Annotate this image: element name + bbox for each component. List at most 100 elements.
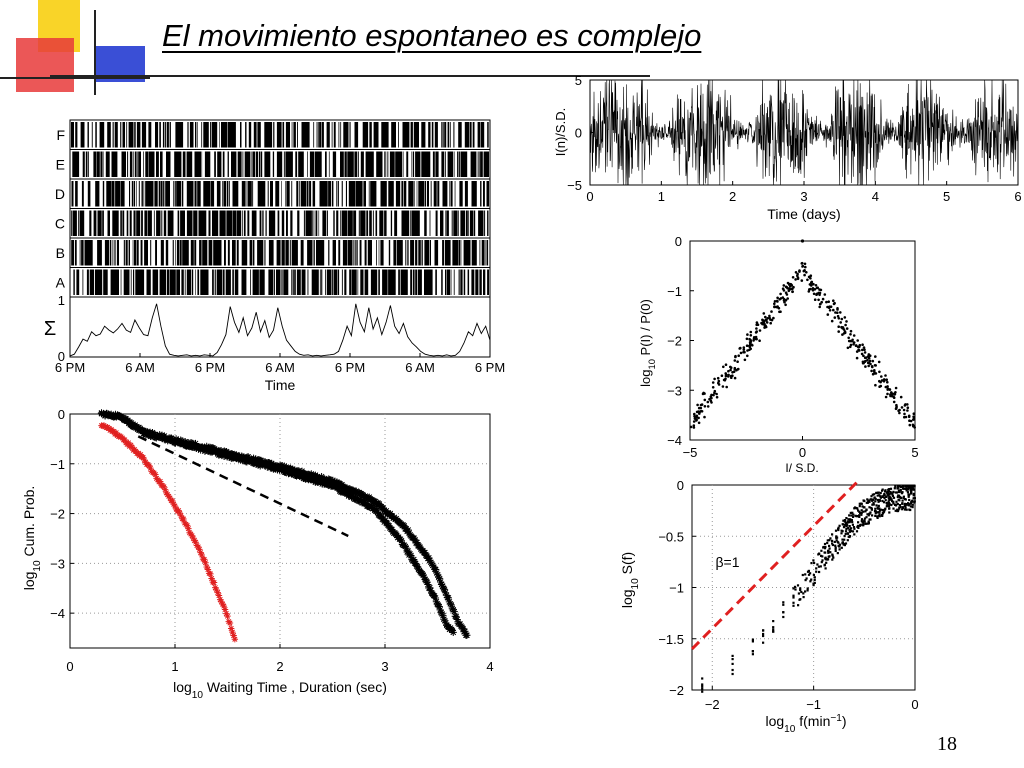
raster-bar	[373, 122, 379, 148]
wait-marker	[382, 507, 390, 515]
raster-bar	[321, 269, 323, 295]
raster-bar	[445, 269, 447, 295]
raster-bar	[291, 269, 292, 295]
raster-bar	[415, 269, 418, 295]
wait-marker	[321, 475, 329, 483]
wait-marker	[449, 606, 457, 614]
wait-marker	[439, 612, 447, 620]
spec-point	[836, 536, 839, 539]
raster-bar	[458, 269, 460, 295]
raster-bar	[435, 210, 438, 236]
spec-point	[827, 551, 830, 554]
raster-bar	[378, 269, 380, 295]
dist-point	[862, 354, 865, 358]
spec-point	[910, 501, 913, 504]
raster-bar	[343, 122, 349, 148]
dist-point	[786, 297, 789, 300]
spec-point	[859, 512, 862, 515]
raster-bar	[222, 181, 223, 207]
wait-marker	[410, 555, 418, 564]
title-rule	[50, 75, 650, 77]
spec-point	[868, 506, 871, 509]
raster-bar	[87, 122, 89, 148]
spec-point	[751, 640, 754, 643]
spec-point	[792, 601, 795, 604]
raster-bar	[301, 122, 310, 148]
wait-marker	[453, 615, 461, 624]
wait-marker	[425, 554, 433, 562]
dist-points	[689, 261, 916, 429]
raster-bar	[363, 181, 366, 207]
spec-point	[887, 497, 890, 500]
dist-point	[836, 307, 839, 310]
spec-point	[847, 526, 850, 530]
raster-bar	[479, 269, 482, 295]
raster-bar	[306, 181, 309, 207]
raster-bar	[73, 269, 75, 295]
spec-point	[869, 511, 872, 514]
dist-point	[731, 371, 734, 374]
spec-point	[911, 503, 914, 506]
spec-point	[804, 573, 807, 576]
raster-bar	[325, 151, 327, 177]
raster-bar	[93, 151, 97, 177]
wait-marker	[438, 582, 447, 590]
raster-xtick-label: 6 AM	[125, 360, 155, 375]
raster-bar	[451, 210, 453, 236]
trace-line	[589, 79, 1019, 186]
raster-bar	[357, 269, 359, 295]
spec-point	[701, 690, 704, 693]
raster-bar	[182, 240, 189, 266]
raster-bar	[264, 240, 266, 266]
spec-point	[810, 578, 813, 581]
raster-bar	[345, 181, 347, 207]
spec-point	[881, 489, 884, 492]
raster-bar	[407, 240, 409, 266]
raster-bar	[293, 122, 296, 148]
wait-marker	[223, 610, 230, 617]
wait-marker	[192, 538, 199, 546]
raster-bar	[175, 240, 176, 266]
dist-point	[880, 375, 883, 378]
dist-point	[783, 300, 786, 304]
raster-bar	[464, 122, 470, 148]
wait-marker	[280, 462, 288, 470]
raster-bar	[415, 151, 421, 177]
raster-bar	[273, 122, 275, 148]
dist-ylabel-rest: P(I) / P(0)	[638, 299, 653, 359]
wait-marker	[346, 491, 355, 499]
spec-xlabel-sup: −1	[830, 713, 842, 724]
spec-point	[901, 502, 904, 505]
wait-marker	[119, 413, 127, 422]
raster-bar	[431, 122, 434, 148]
spec-point	[812, 559, 815, 562]
dist-point	[879, 384, 883, 388]
raster-bar	[173, 181, 174, 207]
spec-point	[876, 516, 879, 519]
raster-bar	[123, 269, 130, 295]
wait-marker	[302, 473, 311, 481]
dist-point	[834, 311, 837, 314]
raster-bar	[202, 240, 208, 266]
dist-point	[748, 344, 751, 348]
dist-point	[697, 406, 701, 410]
raster-bar	[307, 240, 313, 266]
dist-point	[730, 376, 733, 379]
dist-point	[863, 348, 866, 351]
dist-point	[821, 297, 825, 301]
raster-row-label: C	[55, 215, 65, 231]
dist-point	[858, 349, 861, 352]
spec-point	[874, 500, 877, 503]
spec-point	[868, 512, 871, 515]
wait-marker	[203, 563, 210, 571]
spec-point	[887, 504, 891, 507]
spec-point	[892, 490, 895, 493]
raster-bar	[72, 151, 80, 177]
wait-marker	[125, 439, 132, 447]
spec-point	[871, 514, 874, 517]
raster-bar	[232, 181, 239, 207]
raster-bar	[429, 210, 431, 236]
spec-point	[879, 495, 882, 498]
raster-bar	[427, 181, 429, 207]
spec-point	[816, 563, 819, 566]
